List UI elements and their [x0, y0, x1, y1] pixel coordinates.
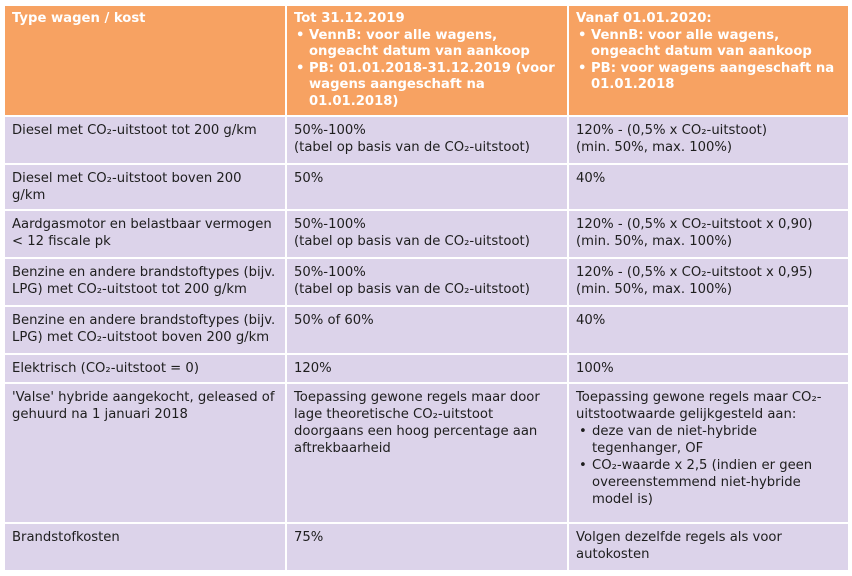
header-from-2020-title: Vanaf 01.01.2020: [576, 11, 712, 26]
table-row: Brandstofkosten 75% Volgen dezelfde rege… [3, 522, 850, 572]
cell-type: Diesel met CO₂-uitstoot tot 200 g/km [3, 115, 287, 165]
cell-type: Benzine en andere brandstoftypes (bijv. … [3, 305, 287, 355]
cell-line: 40% [576, 313, 606, 328]
cell-line: 120% - (0,5% x CO₂-uitstoot x 0,90) [576, 217, 813, 232]
cell-type: Benzine en andere brandstoftypes (bijv. … [3, 257, 287, 307]
cell-from-2020: 40% [567, 163, 850, 211]
cell-type: Diesel met CO₂-uitstoot boven 200 g/km [3, 163, 287, 211]
cell-from-2020: 40% [567, 305, 850, 355]
cell-line: 50% of 60% [294, 313, 374, 328]
header-until-2019-bullet: VennB: voor alle wagens, ongeacht datum … [294, 28, 561, 61]
header-from-2020: Vanaf 01.01.2020: VennB: voor alle wagen… [567, 4, 850, 117]
table-row: Aardgasmotor en belastbaar vermogen < 12… [3, 209, 850, 259]
cell-line: 120% - (0,5% x CO₂-uitstoot) [576, 123, 767, 138]
cell-intro: Toepassing gewone regels maar CO₂-uitsto… [576, 390, 822, 422]
cell-type: Elektrisch (CO₂-uitstoot = 0) [3, 353, 287, 384]
cell-from-2020: 100% [567, 353, 850, 384]
header-until-2019-title: Tot 31.12.2019 [294, 11, 405, 26]
header-row: Type wagen / kost Tot 31.12.2019 VennB: … [3, 4, 850, 117]
header-from-2020-bullet: PB: voor wagens aangeschaft na 01.01.201… [576, 61, 842, 94]
cell-line: (min. 50%, max. 100%) [576, 282, 733, 297]
header-type-label: Type wagen / kost [12, 11, 146, 26]
header-type: Type wagen / kost [3, 4, 287, 117]
header-until-2019: Tot 31.12.2019 VennB: voor alle wagens, … [285, 4, 569, 117]
cell-line: 50%-100% [294, 265, 366, 280]
cell-type: Brandstofkosten [3, 522, 287, 572]
cell-from-2020: Volgen dezelfde regels als voor autokost… [567, 522, 850, 572]
cell-line: (min. 50%, max. 100%) [576, 140, 733, 155]
header-until-2019-bullet: PB: 01.01.2018-31.12.2019 (voor wagens a… [294, 61, 561, 111]
cell-line: 40% [576, 171, 606, 186]
cell-from-2020: 120% - (0,5% x CO₂-uitstoot) (min. 50%, … [567, 115, 850, 165]
cell-line: 75% [294, 530, 324, 545]
cell-line: 50%-100% [294, 217, 366, 232]
cell-until-2019: 120% [285, 353, 569, 384]
table-row: Elektrisch (CO₂-uitstoot = 0) 120% 100% [3, 353, 850, 384]
table-row: Diesel met CO₂-uitstoot tot 200 g/km 50%… [3, 115, 850, 165]
cell-from-2020: Toepassing gewone regels maar CO₂-uitsto… [567, 382, 850, 524]
table-row: 'Valse' hybride aangekocht, geleased of … [3, 382, 850, 524]
cell-until-2019: 75% [285, 522, 569, 572]
cell-line: 120% - (0,5% x CO₂-uitstoot x 0,95) [576, 265, 813, 280]
cell-line: (tabel op basis van de CO₂-uitstoot) [294, 140, 530, 155]
table-row: Benzine en andere brandstoftypes (bijv. … [3, 305, 850, 355]
deductibility-table: Type wagen / kost Tot 31.12.2019 VennB: … [3, 4, 850, 572]
cell-type: 'Valse' hybride aangekocht, geleased of … [3, 382, 287, 524]
cell-line: (tabel op basis van de CO₂-uitstoot) [294, 282, 530, 297]
cell-until-2019: 50%-100% (tabel op basis van de CO₂-uits… [285, 257, 569, 307]
cell-until-2019: 50% of 60% [285, 305, 569, 355]
cell-line: 50% [294, 171, 324, 186]
cell-line: 100% [576, 361, 614, 376]
table-row: Benzine en andere brandstoftypes (bijv. … [3, 257, 850, 307]
cell-type: Aardgasmotor en belastbaar vermogen < 12… [3, 209, 287, 259]
table-row: Diesel met CO₂-uitstoot boven 200 g/km 5… [3, 163, 850, 211]
cell-until-2019: 50% [285, 163, 569, 211]
cell-from-2020: 120% - (0,5% x CO₂-uitstoot x 0,95) (min… [567, 257, 850, 307]
cell-until-2019: 50%-100% (tabel op basis van de CO₂-uits… [285, 115, 569, 165]
cell-bullet: CO₂-waarde x 2,5 (indien er geen overeen… [576, 457, 842, 508]
cell-line: 50%-100% [294, 123, 366, 138]
cell-line: (tabel op basis van de CO₂-uitstoot) [294, 234, 530, 249]
cell-line: 120% [294, 361, 332, 376]
cell-until-2019: 50%-100% (tabel op basis van de CO₂-uits… [285, 209, 569, 259]
cell-from-2020: 120% - (0,5% x CO₂-uitstoot x 0,90) (min… [567, 209, 850, 259]
cell-bullet: deze van de niet-hybride tegenhanger, OF [576, 423, 842, 457]
cell-line: (min. 50%, max. 100%) [576, 234, 733, 249]
header-from-2020-bullet: VennB: voor alle wagens, ongeacht datum … [576, 28, 842, 61]
cell-until-2019: Toepassing gewone regels maar door lage … [285, 382, 569, 524]
